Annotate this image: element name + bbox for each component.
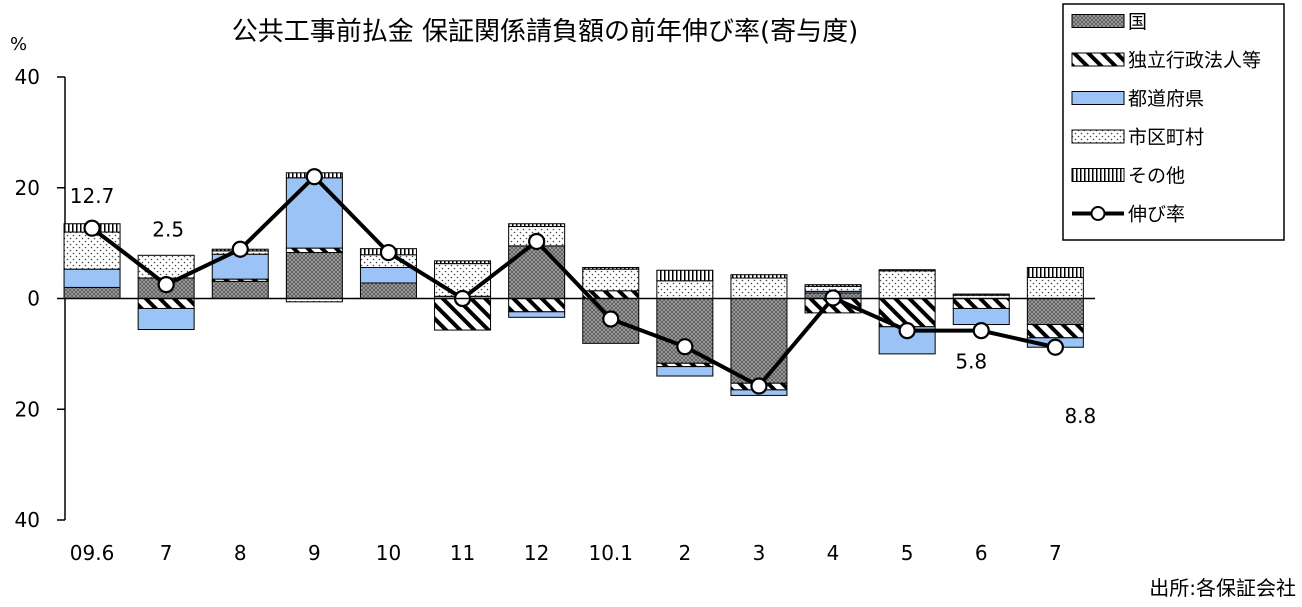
growth-rate-marker (898, 322, 916, 340)
bar-segment-4 (656, 280, 714, 299)
bar-segment-4 (878, 270, 936, 299)
growth-rate-marker (750, 377, 768, 395)
bar-segment-4 (63, 231, 121, 270)
growth-rate-marker (379, 243, 398, 262)
bar-segment-5 (582, 266, 640, 270)
bar-segment-3 (63, 268, 121, 288)
bar-segment-1 (63, 286, 121, 299)
legend-swatch (1071, 14, 1125, 28)
y-tick-label: 40 (15, 508, 40, 532)
bar-segment-5 (804, 284, 862, 287)
bar-segment-2 (285, 247, 343, 254)
x-tick-label: 4 (827, 541, 840, 565)
bar-segment-5 (952, 293, 1010, 296)
legend-label: 独立行政法人等 (1128, 50, 1261, 72)
bar-segment-2 (1026, 324, 1084, 339)
bar-segment-2 (952, 298, 1010, 309)
x-tick-label: 3 (753, 541, 766, 565)
bar-segment-5 (656, 269, 714, 282)
growth-rate-marker (83, 219, 101, 237)
legend-label: 都道府県 (1128, 88, 1204, 110)
bar-segment-2 (508, 298, 566, 313)
bar-segment-4 (730, 277, 788, 300)
bar-segment-3 (508, 311, 566, 318)
x-tick-label: 10.1 (588, 541, 633, 565)
bar-segment-4 (1026, 276, 1084, 299)
y-tick-label: 0 (27, 287, 40, 311)
growth-rate-marker (602, 310, 620, 328)
y-axis-unit: % (10, 34, 27, 55)
legend-swatch (1071, 129, 1125, 144)
bar-segment-1 (285, 252, 343, 300)
bar-segment-5 (1026, 266, 1084, 278)
data-labels: 12.7 2.5 5.8 8.8 (70, 184, 1096, 428)
legend-label: 市区町村 (1128, 127, 1204, 149)
x-tick-label: 2 (678, 541, 691, 565)
bar-segment-1 (211, 280, 269, 299)
y-tick-label: 20 (15, 397, 40, 421)
source-note: 出所:各保証会社 (1149, 576, 1296, 600)
data-label: 5.8 (955, 350, 987, 374)
legend-swatch (1071, 91, 1125, 105)
legend-swatch (1071, 168, 1125, 182)
bar-segment-2 (137, 298, 195, 309)
x-tick-label: 7 (160, 541, 173, 565)
x-tick-labels: 09.6 7 8 9 10 11 12 10.1 2 3 4 5 6 7 (70, 541, 1062, 565)
bars (63, 172, 1084, 396)
y-tick-label: 40 (15, 65, 40, 89)
growth-rate-line (83, 168, 1064, 395)
growth-rate-marker (528, 232, 546, 251)
data-label: 12.7 (70, 184, 115, 208)
chart-title: 公共工事前払金 保証関係請負額の前年伸び率(寄与度) (232, 17, 859, 47)
bar-segment-3 (656, 366, 714, 377)
legend-line-marker (1090, 206, 1106, 221)
x-tick-label: 7 (1049, 541, 1062, 565)
bar-segment-5 (878, 269, 936, 272)
x-tick-label: 09.6 (70, 541, 115, 565)
growth-rate-marker (305, 168, 323, 186)
legend-label: 伸び率 (1128, 204, 1185, 226)
bar-segment-3 (137, 307, 195, 331)
bar-segment-5 (434, 260, 492, 265)
bar-segment-1 (730, 298, 788, 384)
x-tick-label: 9 (308, 541, 321, 565)
growth-rate-marker (972, 322, 990, 340)
growth-rate-path (90, 173, 1056, 389)
x-tick-label: 8 (234, 541, 247, 565)
legend-label: その他 (1128, 165, 1185, 187)
x-tick-label: 10 (376, 541, 401, 565)
bar-segment-1 (1026, 298, 1084, 326)
growth-rate-marker (231, 240, 249, 258)
bar-segment-3 (285, 177, 343, 249)
legend-label: 国 (1128, 11, 1147, 33)
bar-segment-3 (359, 266, 417, 284)
bar-segment-5 (508, 223, 566, 228)
y-tick-label: 20 (15, 176, 40, 200)
data-label: 2.5 (152, 218, 184, 242)
legend-box (1062, 3, 1285, 241)
growth-rate-marker (676, 338, 694, 356)
bar-segment-1 (508, 245, 566, 300)
x-tick-label: 12 (524, 541, 549, 565)
bar-segment-1 (359, 282, 417, 299)
x-tick-label: 5 (901, 541, 914, 565)
x-tick-label: 6 (975, 541, 988, 565)
data-label: 8.8 (1064, 404, 1096, 428)
growth-rate-marker (157, 276, 175, 294)
growth-rate-marker (1046, 338, 1064, 356)
bar-segment-5 (730, 274, 788, 279)
x-tick-label: 11 (450, 541, 475, 565)
legend-swatch (1071, 52, 1125, 67)
bar-segment-4 (582, 268, 640, 292)
axes: 40 20 0 20 40 (15, 65, 66, 532)
